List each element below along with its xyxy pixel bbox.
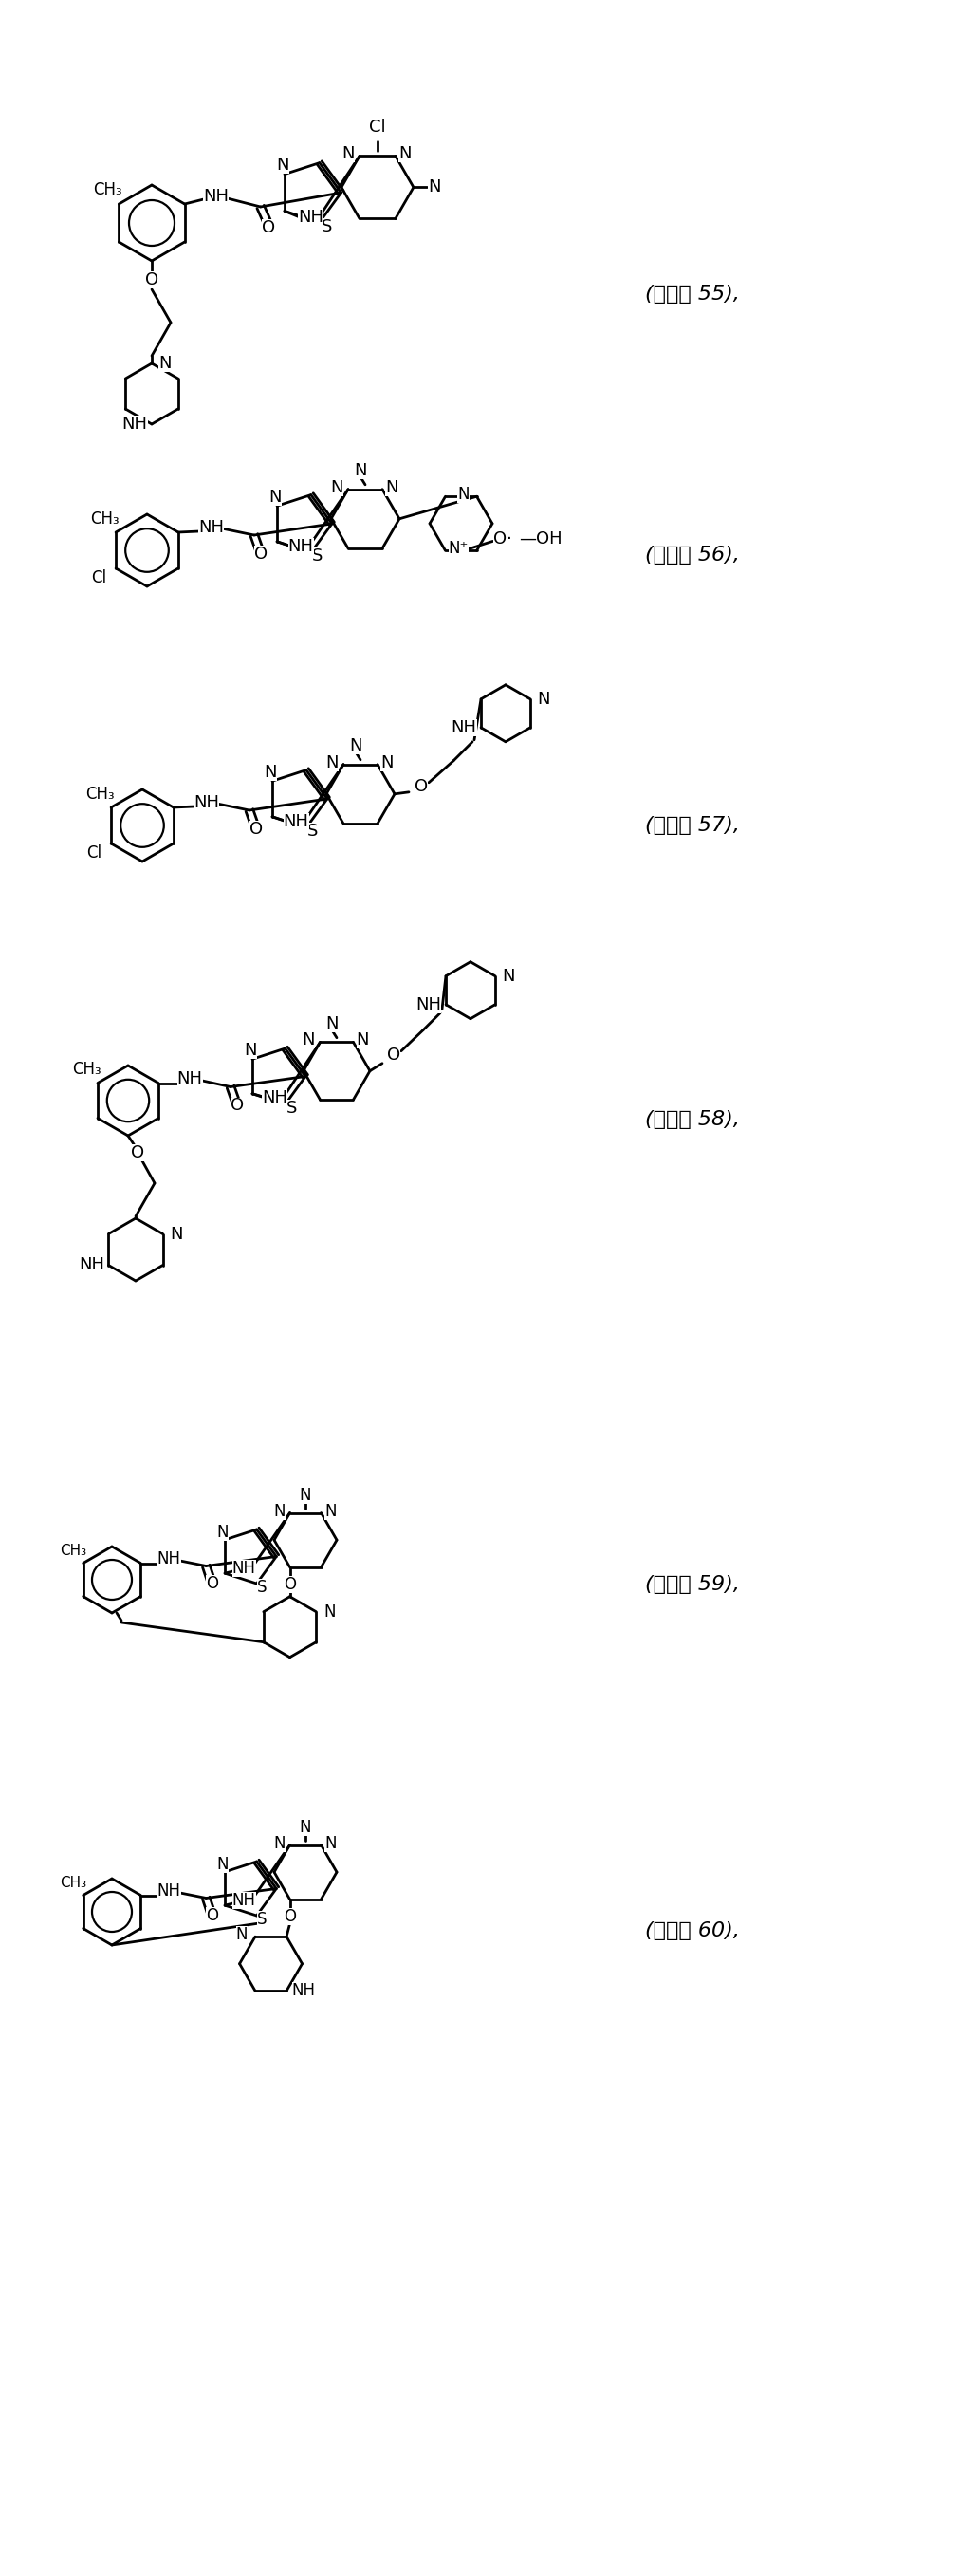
Text: NH: NH <box>203 188 229 206</box>
Text: N: N <box>356 1033 370 1048</box>
Text: (化合物 57),: (化合物 57), <box>645 817 739 835</box>
Text: NH: NH <box>177 1072 202 1087</box>
Text: S: S <box>307 822 318 840</box>
Text: O: O <box>131 1144 144 1162</box>
Text: O·: O· <box>493 531 511 549</box>
Text: CH₃: CH₃ <box>60 1875 86 1891</box>
Text: N: N <box>326 755 338 770</box>
Text: NH: NH <box>451 719 476 737</box>
Text: S: S <box>257 1579 267 1597</box>
Text: S: S <box>257 1911 267 1927</box>
Text: O: O <box>205 1574 218 1592</box>
Text: (化合物 58),: (化合物 58), <box>645 1110 739 1128</box>
Text: N: N <box>354 461 367 479</box>
Text: N: N <box>217 1522 229 1540</box>
Text: NH: NH <box>232 1891 255 1909</box>
Text: O: O <box>387 1046 400 1064</box>
Text: N: N <box>274 1834 286 1852</box>
Text: Cl: Cl <box>86 845 102 860</box>
Text: N: N <box>325 1502 336 1520</box>
Text: N: N <box>274 1502 286 1520</box>
Text: N: N <box>269 489 282 505</box>
Text: N: N <box>276 157 289 173</box>
Text: N: N <box>324 1602 335 1620</box>
Text: N: N <box>331 479 343 495</box>
Text: N: N <box>158 355 171 371</box>
Text: O: O <box>415 778 428 796</box>
Text: NH: NH <box>157 1551 181 1569</box>
Text: N: N <box>428 178 441 196</box>
Text: N: N <box>341 147 354 162</box>
Text: NH: NH <box>262 1090 288 1105</box>
Text: N: N <box>458 487 469 502</box>
Text: O: O <box>145 270 158 289</box>
Text: CH₃: CH₃ <box>90 510 119 528</box>
Text: NH: NH <box>298 209 324 227</box>
Text: N: N <box>169 1226 183 1242</box>
Text: NH: NH <box>199 518 224 536</box>
Text: S: S <box>312 549 323 564</box>
Text: N: N <box>399 147 412 162</box>
Text: N: N <box>380 755 393 770</box>
Text: N: N <box>325 1834 336 1852</box>
Text: N: N <box>302 1033 315 1048</box>
Text: N: N <box>299 1486 311 1504</box>
Text: O: O <box>231 1097 244 1115</box>
Text: O: O <box>284 1909 296 1924</box>
Text: N: N <box>217 1855 229 1873</box>
Text: N: N <box>326 1015 338 1033</box>
Text: O: O <box>261 219 275 237</box>
Text: NH: NH <box>284 814 309 829</box>
Text: NH: NH <box>194 793 219 811</box>
Text: CH₃: CH₃ <box>60 1543 86 1558</box>
Text: O: O <box>254 546 267 562</box>
Text: CH₃: CH₃ <box>85 786 114 804</box>
Text: NH: NH <box>291 1984 316 1999</box>
Text: N: N <box>299 1819 311 1837</box>
Text: (化合物 60),: (化合物 60), <box>645 1922 739 1940</box>
Text: O: O <box>249 822 263 837</box>
Text: NH: NH <box>157 1883 181 1901</box>
Text: (化合物 59),: (化合物 59), <box>645 1574 739 1595</box>
Text: N: N <box>349 737 362 755</box>
Text: N: N <box>236 1927 247 1942</box>
Text: NH: NH <box>288 538 314 554</box>
Text: NH: NH <box>232 1561 255 1577</box>
Text: N: N <box>385 479 398 495</box>
Text: NH: NH <box>416 997 441 1012</box>
Text: N⁺: N⁺ <box>449 541 468 556</box>
Text: Cl: Cl <box>369 118 386 137</box>
Text: NH: NH <box>122 415 148 433</box>
Text: O: O <box>205 1906 218 1924</box>
Text: —OH: —OH <box>518 531 562 549</box>
Text: (化合物 56),: (化合物 56), <box>645 546 739 564</box>
Text: CH₃: CH₃ <box>71 1061 101 1079</box>
Text: N: N <box>264 765 277 781</box>
Text: NH: NH <box>78 1257 105 1273</box>
Text: Cl: Cl <box>91 569 107 587</box>
Text: O: O <box>284 1577 296 1592</box>
Text: (化合物 55),: (化合物 55), <box>645 283 739 304</box>
Text: N: N <box>244 1043 257 1059</box>
Text: N: N <box>502 969 514 984</box>
Text: S: S <box>322 219 333 234</box>
Text: S: S <box>287 1100 297 1118</box>
Text: N: N <box>537 690 550 708</box>
Text: CH₃: CH₃ <box>93 180 122 198</box>
